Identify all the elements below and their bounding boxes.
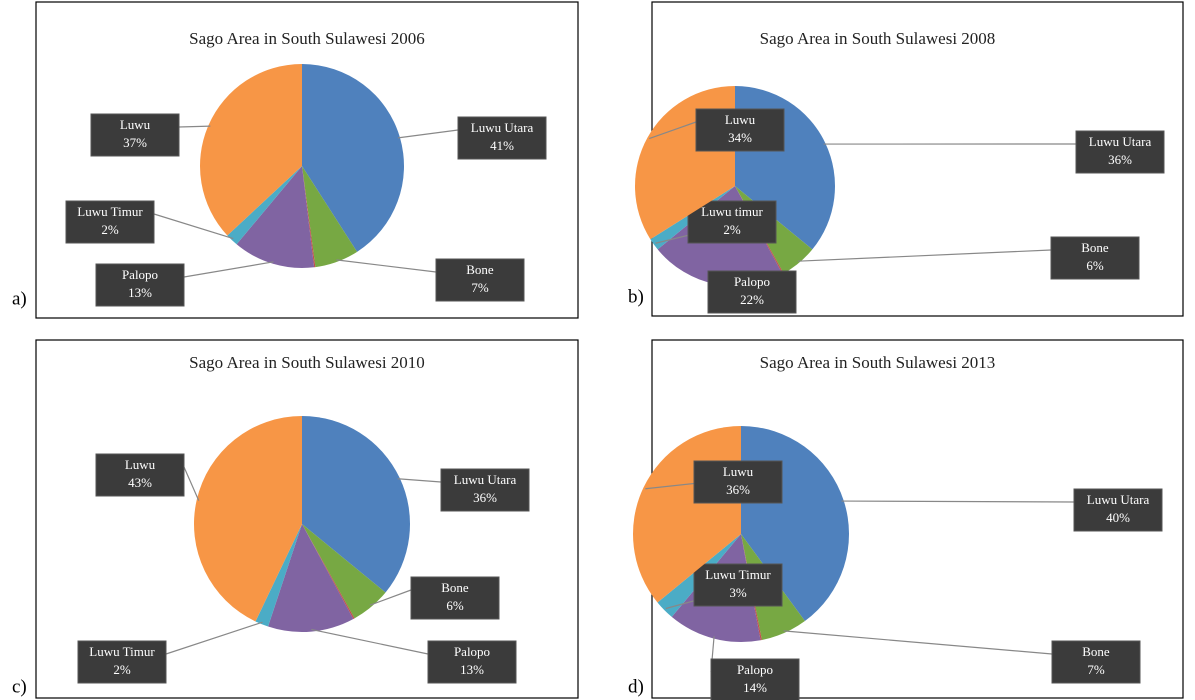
data-label-value: 2%	[723, 222, 741, 237]
data-label-value: 37%	[123, 135, 147, 150]
data-label-name: Luwu timur	[701, 204, 763, 219]
leader-line	[397, 129, 459, 139]
pie-slice	[302, 416, 410, 593]
data-label-box	[707, 270, 797, 314]
data-label-value: 13%	[460, 662, 484, 677]
data-label-value: 13%	[128, 285, 152, 300]
pie-slice	[302, 524, 386, 619]
pie-slice	[227, 166, 302, 245]
data-label-name: Luwu	[120, 117, 151, 132]
data-label-box	[695, 108, 785, 152]
data-label-value: 6%	[446, 598, 464, 613]
data-label-box	[1075, 130, 1165, 174]
leader-line	[336, 259, 437, 273]
data-label-value: 36%	[1108, 152, 1132, 167]
data-label-value: 6%	[1086, 258, 1104, 273]
data-label-value: 2%	[113, 662, 131, 677]
data-label-box	[435, 258, 525, 302]
data-label-name: Bone	[441, 580, 469, 595]
data-label-box	[710, 658, 800, 700]
panel-label: d)	[628, 676, 644, 697]
data-label-box	[693, 460, 783, 504]
data-label-box	[440, 468, 530, 512]
data-label-box	[95, 263, 185, 307]
data-label-box	[1050, 236, 1140, 280]
data-label-value: 40%	[1106, 510, 1130, 525]
pie-slice	[302, 64, 405, 252]
data-label-value: 36%	[473, 490, 497, 505]
leader-line	[183, 261, 274, 278]
data-label-box	[77, 640, 167, 684]
data-label-name: Luwu Timur	[77, 204, 143, 219]
data-label-name: Luwu Utara	[471, 120, 534, 135]
panel-label: a)	[12, 288, 27, 309]
leader-line	[153, 213, 234, 240]
data-label-value: 7%	[1087, 662, 1105, 677]
leader-line	[397, 478, 442, 483]
leader-line	[783, 630, 1053, 655]
panel-label: b)	[628, 286, 644, 307]
leader-line	[178, 125, 211, 128]
pie-slice	[236, 166, 315, 268]
data-label-value: 7%	[471, 280, 489, 295]
data-label-box	[457, 116, 547, 160]
data-label-name: Palopo	[737, 662, 773, 677]
data-label-box	[1073, 488, 1163, 532]
pie-slice	[268, 524, 354, 632]
leader-line	[183, 466, 200, 501]
pie-slice	[302, 166, 316, 268]
data-label-value: 34%	[728, 130, 752, 145]
data-label-value: 22%	[740, 292, 764, 307]
data-label-name: Bone	[466, 262, 494, 277]
data-label-value: 43%	[128, 475, 152, 490]
chart-title: Sago Area in South Sulawesi 2013	[760, 353, 996, 372]
chart-title: Sago Area in South Sulawesi 2008	[760, 29, 996, 48]
data-label-name: Luwu Utara	[1087, 492, 1150, 507]
data-label-value: 36%	[726, 482, 750, 497]
leader-line	[649, 121, 697, 140]
leader-line	[165, 621, 263, 655]
chart-title: Sago Area in South Sulawesi 2006	[189, 29, 425, 48]
data-label-name: Luwu Utara	[454, 472, 517, 487]
data-label-name: Palopo	[454, 644, 490, 659]
pie-slice	[193, 416, 302, 622]
data-label-box	[1051, 640, 1141, 684]
chart-title: Sago Area in South Sulawesi 2010	[189, 353, 425, 372]
panel-label: c)	[12, 676, 27, 697]
data-label-value: 3%	[729, 585, 747, 600]
pie-slice	[302, 166, 358, 268]
data-label-box	[410, 576, 500, 620]
pie-slice	[199, 63, 302, 236]
leader-line	[797, 249, 1052, 262]
data-label-name: Luwu Utara	[1089, 134, 1152, 149]
data-label-name: Bone	[1081, 240, 1109, 255]
pie-slice	[302, 524, 355, 620]
data-label-name: Palopo	[122, 267, 158, 282]
data-label-box	[65, 200, 155, 244]
data-label-value: 41%	[490, 138, 514, 153]
data-label-name: Luwu Timur	[89, 644, 155, 659]
leader-line	[841, 500, 1075, 503]
pie-slice	[255, 524, 302, 627]
data-label-name: Bone	[1082, 644, 1110, 659]
data-label-box	[427, 640, 517, 684]
data-label-box	[90, 113, 180, 157]
data-label-name: Luwu	[125, 457, 156, 472]
leader-line	[311, 628, 429, 655]
data-label-name: Luwu	[723, 464, 754, 479]
data-label-box	[687, 200, 777, 244]
data-label-value: 14%	[743, 680, 767, 695]
leader-line	[369, 589, 412, 606]
data-label-name: Luwu Timur	[705, 567, 771, 582]
data-label-value: 2%	[101, 222, 119, 237]
data-label-name: Luwu	[725, 112, 756, 127]
data-label-box	[95, 453, 185, 497]
data-label-name: Palopo	[734, 274, 770, 289]
data-label-box	[693, 563, 783, 607]
